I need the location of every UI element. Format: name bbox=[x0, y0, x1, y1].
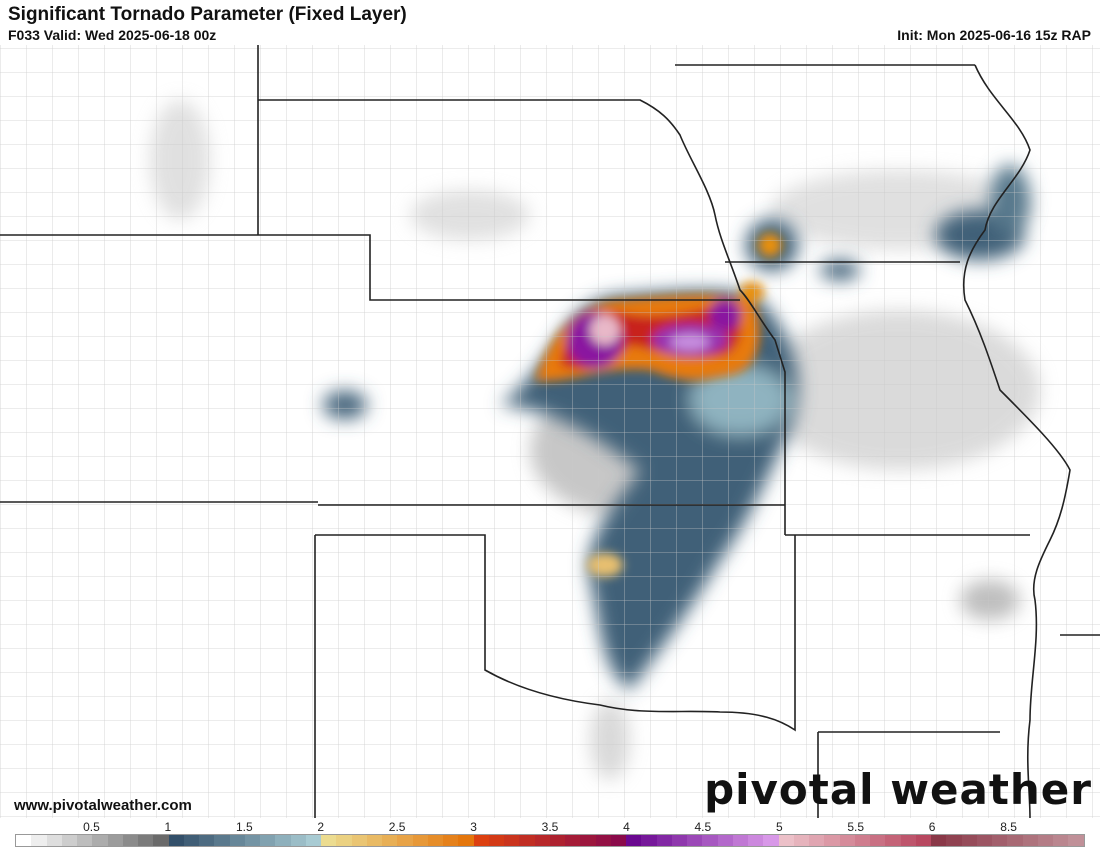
colorbar-cell bbox=[168, 835, 184, 846]
colorbar-cell bbox=[260, 835, 276, 846]
colorbar-cell bbox=[961, 835, 977, 846]
colorbar-cell bbox=[443, 835, 459, 846]
colorbar-scale bbox=[15, 834, 1085, 847]
colorbar-label: 1.5 bbox=[235, 820, 253, 834]
colorbar-cell bbox=[1007, 835, 1023, 846]
header: Significant Tornado Parameter (Fixed Lay… bbox=[0, 0, 1100, 45]
colorbar-cell bbox=[671, 835, 687, 846]
colorbar-cell bbox=[244, 835, 260, 846]
colorbar-label: 3 bbox=[470, 820, 477, 834]
colorbar-cell bbox=[16, 835, 32, 846]
colorbar-cell bbox=[992, 835, 1008, 846]
colorbar-labels: 0.5 1 1.5 2 2.5 3 3.5 4 4.5 5 5.5 6 8.5 bbox=[0, 820, 1100, 834]
colorbar-cell bbox=[595, 835, 611, 846]
colorbar-label: 4 bbox=[623, 820, 630, 834]
colorbar-cell bbox=[717, 835, 733, 846]
colorbar-cell bbox=[366, 835, 382, 846]
colorbar-label: 6 bbox=[928, 820, 936, 834]
colorbar-cell bbox=[183, 835, 199, 846]
colorbar-cell bbox=[946, 835, 962, 846]
colorbar-cell bbox=[870, 835, 886, 846]
map-title: Significant Tornado Parameter (Fixed Lay… bbox=[8, 4, 407, 25]
colorbar-cell bbox=[199, 835, 215, 846]
colorbar-cell bbox=[138, 835, 154, 846]
colorbar-cell bbox=[641, 835, 657, 846]
weather-map[interactable] bbox=[0, 45, 1100, 818]
colorbar-cell bbox=[107, 835, 123, 846]
colorbar-cell bbox=[397, 835, 413, 846]
colorbar-cell bbox=[46, 835, 62, 846]
colorbar-cell bbox=[1037, 835, 1053, 846]
colorbar-label: 5 bbox=[775, 820, 783, 834]
colorbar-cell bbox=[534, 835, 550, 846]
county-lines bbox=[0, 45, 1100, 818]
colorbar-label: 3.5 bbox=[541, 820, 559, 834]
colorbar-cell bbox=[854, 835, 870, 846]
colorbar-cell bbox=[915, 835, 931, 846]
colorbar-cell bbox=[931, 835, 947, 846]
colorbar-cell bbox=[290, 835, 306, 846]
colorbar-cell bbox=[504, 835, 520, 846]
colorbar-label: 8.5 bbox=[1000, 820, 1017, 834]
colorbar-cell bbox=[763, 835, 779, 846]
colorbar-cell bbox=[382, 835, 398, 846]
colorbar-cell bbox=[305, 835, 321, 846]
colorbar-cell bbox=[519, 835, 535, 846]
colorbar-cell bbox=[778, 835, 794, 846]
colorbar-cell bbox=[610, 835, 626, 846]
colorbar-cell bbox=[1022, 835, 1038, 846]
colorbar-cell bbox=[458, 835, 474, 846]
colorbar-cell bbox=[549, 835, 565, 846]
colorbar-label: 5.5 bbox=[847, 820, 865, 834]
colorbar-label: 2 bbox=[317, 820, 325, 834]
colorbar-cell bbox=[77, 835, 93, 846]
colorbar-cell bbox=[839, 835, 855, 846]
init-time: Init: Mon 2025-06-16 15z RAP bbox=[897, 27, 1091, 43]
colorbar-cell bbox=[565, 835, 581, 846]
colorbar-cell bbox=[732, 835, 748, 846]
colorbar-cell bbox=[351, 835, 367, 846]
colorbar-cell bbox=[656, 835, 672, 846]
colorbar-cell bbox=[1068, 835, 1084, 846]
colorbar-cell bbox=[900, 835, 916, 846]
pivotal-weather-logo: pivotal weather bbox=[704, 765, 1092, 814]
colorbar-cell bbox=[626, 835, 642, 846]
colorbar: 0.5 1 1.5 2 2.5 3 3.5 4 4.5 5 5.5 6 8.5 bbox=[0, 818, 1100, 850]
colorbar-cell bbox=[122, 835, 138, 846]
valid-time: F033 Valid: Wed 2025-06-18 00z bbox=[8, 27, 217, 43]
colorbar-cell bbox=[61, 835, 77, 846]
colorbar-cell bbox=[153, 835, 169, 846]
colorbar-cell bbox=[1053, 835, 1069, 846]
colorbar-cell bbox=[748, 835, 764, 846]
colorbar-cell bbox=[687, 835, 703, 846]
colorbar-label: 4.5 bbox=[694, 820, 712, 834]
colorbar-cell bbox=[214, 835, 230, 846]
colorbar-cell bbox=[702, 835, 718, 846]
colorbar-cell bbox=[321, 835, 337, 846]
colorbar-label: 1 bbox=[164, 820, 172, 834]
colorbar-label: 2.5 bbox=[388, 820, 406, 834]
state-borders bbox=[0, 45, 1100, 818]
colorbar-cell bbox=[580, 835, 596, 846]
colorbar-cell bbox=[427, 835, 443, 846]
colorbar-cell bbox=[809, 835, 825, 846]
colorbar-cell bbox=[31, 835, 47, 846]
colorbar-cell bbox=[275, 835, 291, 846]
colorbar-cell bbox=[885, 835, 901, 846]
colorbar-cell bbox=[92, 835, 108, 846]
colorbar-cell bbox=[793, 835, 809, 846]
colorbar-cell bbox=[229, 835, 245, 846]
colorbar-cell bbox=[473, 835, 489, 846]
site-url[interactable]: www.pivotalweather.com bbox=[14, 797, 192, 814]
colorbar-cell bbox=[824, 835, 840, 846]
colorbar-cell bbox=[412, 835, 428, 846]
colorbar-cell bbox=[976, 835, 992, 846]
colorbar-cell bbox=[336, 835, 352, 846]
colorbar-label: 0.5 bbox=[83, 820, 100, 834]
colorbar-cell bbox=[488, 835, 504, 846]
